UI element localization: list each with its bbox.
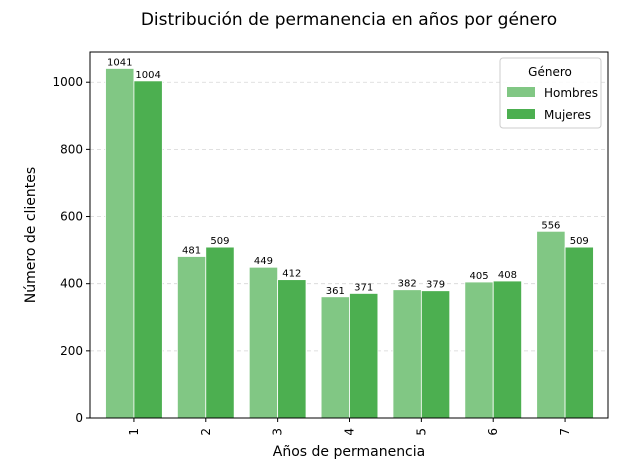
legend-swatch-mujeres	[507, 109, 535, 119]
data-label: 371	[354, 282, 373, 293]
legend-label-hombres: Hombres	[544, 86, 598, 100]
x-axis: 1 2 3 4 5 6 7	[127, 418, 572, 436]
bar-hombres-6	[464, 281, 494, 419]
data-label: 412	[282, 269, 301, 280]
bar-mujeres-4	[349, 293, 379, 419]
data-label: 408	[498, 270, 517, 281]
bar-hombres-3	[248, 266, 279, 419]
bar-hombres-7	[536, 230, 566, 419]
bars	[105, 68, 594, 419]
data-label: 379	[426, 280, 445, 291]
x-tick-label: 4	[343, 428, 357, 436]
x-tick-label: 7	[558, 428, 572, 436]
data-label: 1041	[107, 57, 132, 68]
bar-mujeres-3	[277, 279, 307, 419]
y-tick-label: 600	[60, 210, 83, 224]
bar-mujeres-6	[492, 280, 522, 419]
bar-mujeres-1	[133, 80, 163, 419]
bar-mujeres-5	[420, 290, 451, 419]
data-label: 405	[469, 271, 488, 282]
x-tick-label: 3	[271, 428, 285, 436]
data-label: 509	[210, 236, 229, 247]
data-label: 1004	[135, 70, 160, 81]
y-tick-label: 0	[75, 411, 83, 425]
y-tick-label: 200	[60, 344, 83, 358]
bar-hombres-5	[392, 289, 422, 419]
bar-hombres-1	[105, 68, 135, 419]
y-tick-label: 800	[60, 142, 83, 156]
x-tick-label: 6	[486, 428, 500, 436]
x-axis-label: Años de permanencia	[273, 444, 425, 460]
legend-title: Género	[528, 65, 572, 79]
bar-hombres-4	[320, 296, 350, 419]
y-axis: 0 200 400 600 800 1000	[52, 75, 90, 425]
data-label: 556	[541, 220, 560, 231]
x-tick-label: 5	[414, 428, 428, 436]
legend-swatch-hombres	[507, 87, 535, 97]
x-tick-label: 2	[199, 428, 213, 436]
legend: Género Hombres Mujeres	[499, 57, 602, 129]
data-label: 509	[570, 236, 589, 247]
data-label: 382	[398, 279, 417, 290]
legend-label-mujeres: Mujeres	[544, 108, 591, 122]
data-label: 449	[254, 256, 273, 267]
y-axis-label: Número de clientes	[23, 167, 39, 303]
chart-title: Distribución de permanencia en años por …	[141, 10, 557, 30]
x-tick-label: 1	[127, 428, 141, 436]
bar-mujeres-2	[205, 246, 235, 419]
y-tick-label: 400	[60, 277, 83, 291]
bar-hombres-2	[177, 256, 207, 419]
y-tick-label: 1000	[52, 75, 83, 89]
data-label: 481	[182, 245, 201, 256]
data-label: 361	[326, 286, 345, 297]
bar-mujeres-7	[564, 246, 594, 419]
